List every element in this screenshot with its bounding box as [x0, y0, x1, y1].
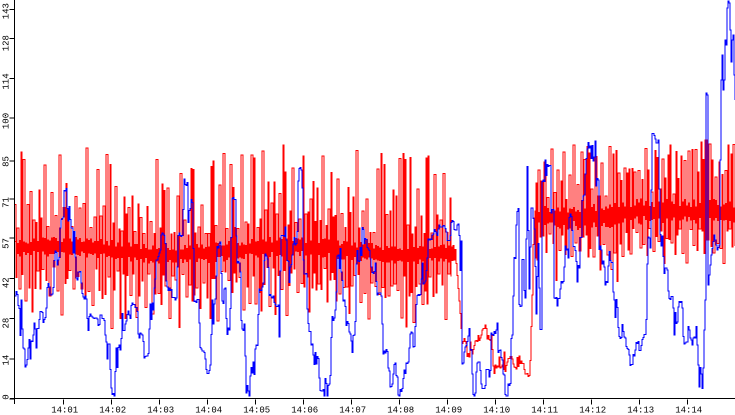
- svg-text:85: 85: [2, 156, 12, 167]
- svg-text:14:10: 14:10: [483, 406, 510, 415]
- svg-text:128: 128: [2, 35, 12, 51]
- svg-text:71: 71: [2, 197, 12, 208]
- svg-text:143: 143: [2, 3, 12, 19]
- svg-text:14:02: 14:02: [99, 406, 126, 415]
- svg-text:14:07: 14:07: [339, 406, 366, 415]
- svg-text:14:03: 14:03: [147, 406, 174, 415]
- svg-text:100: 100: [2, 113, 12, 129]
- svg-text:57: 57: [2, 238, 12, 249]
- svg-text:14:11: 14:11: [531, 406, 558, 415]
- svg-text:14:04: 14:04: [195, 406, 222, 415]
- svg-text:14:09: 14:09: [435, 406, 462, 415]
- svg-text:14:06: 14:06: [291, 406, 318, 415]
- svg-text:0: 0: [2, 394, 12, 399]
- svg-text:14:08: 14:08: [387, 406, 414, 415]
- svg-text:14: 14: [2, 355, 12, 366]
- svg-text:14:14: 14:14: [675, 406, 702, 415]
- svg-text:114: 114: [2, 73, 12, 89]
- svg-text:14:13: 14:13: [627, 406, 654, 415]
- svg-text:28: 28: [2, 318, 12, 329]
- svg-text:42: 42: [2, 277, 12, 288]
- svg-text:14:01: 14:01: [51, 406, 78, 415]
- svg-text:14:05: 14:05: [243, 406, 270, 415]
- svg-text:14:12: 14:12: [579, 406, 606, 415]
